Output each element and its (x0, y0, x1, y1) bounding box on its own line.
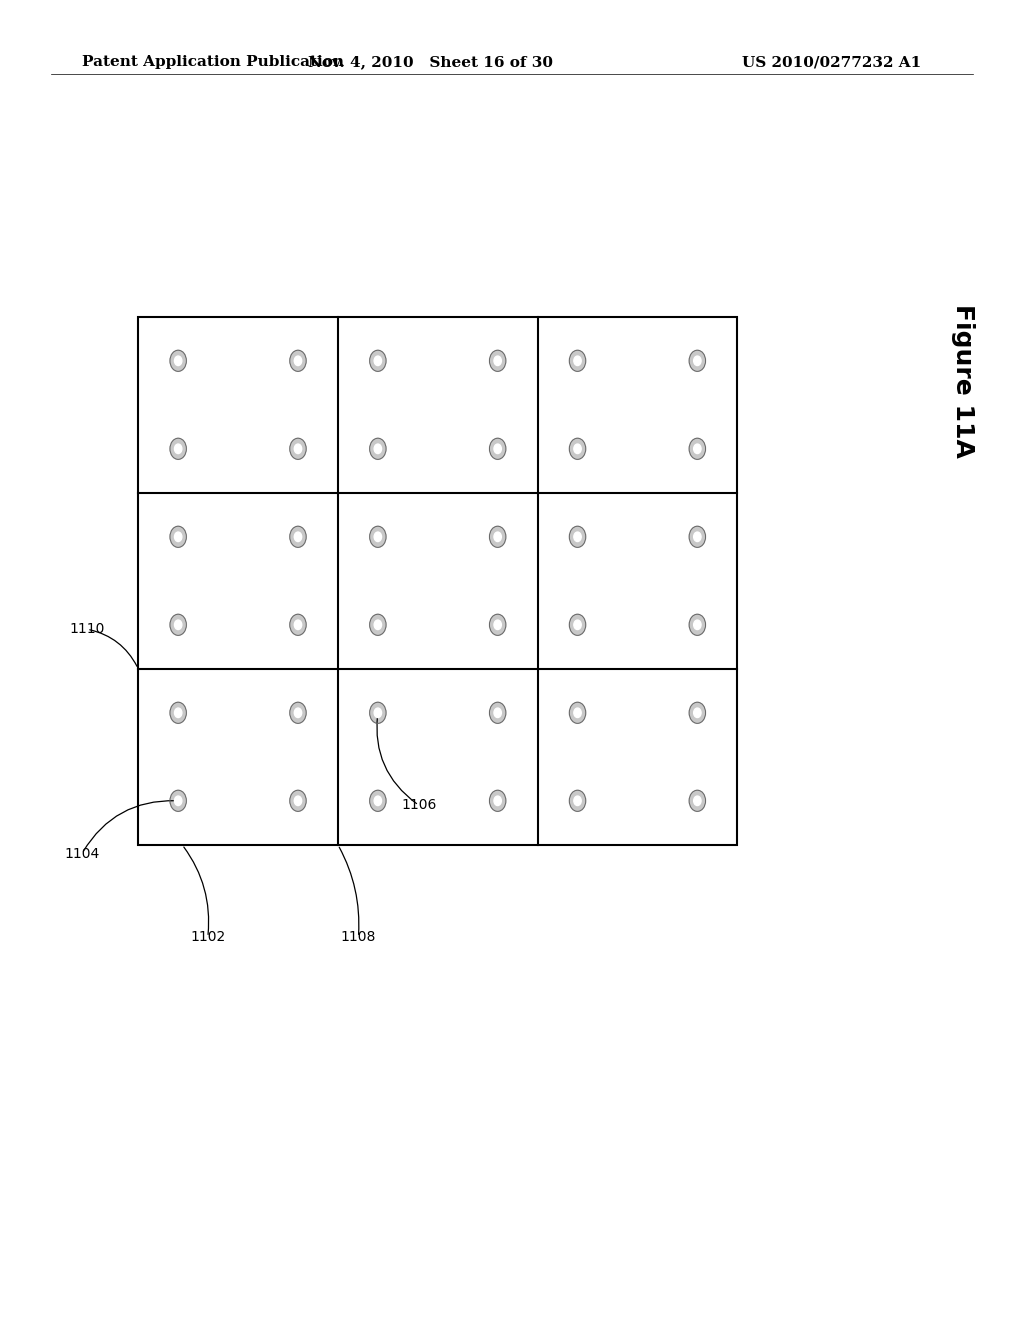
Circle shape (290, 527, 306, 548)
Circle shape (569, 527, 586, 548)
Text: 1102: 1102 (190, 931, 225, 944)
Circle shape (374, 356, 382, 366)
Circle shape (174, 708, 182, 718)
Circle shape (290, 702, 306, 723)
Text: 1106: 1106 (401, 799, 436, 812)
Circle shape (170, 527, 186, 548)
Circle shape (374, 620, 382, 630)
Circle shape (689, 702, 706, 723)
Circle shape (290, 438, 306, 459)
Circle shape (489, 527, 506, 548)
Circle shape (370, 527, 386, 548)
Text: 1110: 1110 (70, 622, 104, 636)
Circle shape (689, 350, 706, 371)
Text: 1108: 1108 (341, 931, 376, 944)
Circle shape (693, 796, 701, 805)
Circle shape (689, 791, 706, 812)
Circle shape (170, 350, 186, 371)
Circle shape (489, 791, 506, 812)
Circle shape (693, 620, 701, 630)
Circle shape (569, 702, 586, 723)
Circle shape (374, 532, 382, 541)
Circle shape (494, 356, 502, 366)
Circle shape (174, 356, 182, 366)
Circle shape (294, 444, 302, 454)
Circle shape (689, 614, 706, 635)
Circle shape (494, 796, 502, 805)
Circle shape (573, 444, 582, 454)
Circle shape (374, 796, 382, 805)
Circle shape (174, 444, 182, 454)
Text: Figure 11A: Figure 11A (950, 304, 975, 458)
Circle shape (494, 444, 502, 454)
Circle shape (290, 614, 306, 635)
Circle shape (170, 702, 186, 723)
Circle shape (290, 791, 306, 812)
Circle shape (573, 796, 582, 805)
Circle shape (569, 614, 586, 635)
Circle shape (290, 350, 306, 371)
Circle shape (374, 708, 382, 718)
Circle shape (294, 356, 302, 366)
Circle shape (489, 614, 506, 635)
Circle shape (370, 614, 386, 635)
Circle shape (569, 350, 586, 371)
Circle shape (370, 702, 386, 723)
Circle shape (170, 438, 186, 459)
Circle shape (294, 796, 302, 805)
Circle shape (294, 708, 302, 718)
Circle shape (693, 356, 701, 366)
Circle shape (569, 438, 586, 459)
Circle shape (573, 708, 582, 718)
Circle shape (489, 702, 506, 723)
Circle shape (489, 350, 506, 371)
Circle shape (693, 708, 701, 718)
Circle shape (370, 350, 386, 371)
Circle shape (689, 527, 706, 548)
Text: 1104: 1104 (65, 846, 99, 861)
Circle shape (689, 438, 706, 459)
Circle shape (170, 614, 186, 635)
Circle shape (370, 438, 386, 459)
Bar (138, 317, 737, 845)
Circle shape (174, 620, 182, 630)
Circle shape (294, 532, 302, 541)
Circle shape (573, 356, 582, 366)
Text: US 2010/0277232 A1: US 2010/0277232 A1 (742, 55, 922, 70)
Circle shape (174, 532, 182, 541)
Circle shape (569, 791, 586, 812)
Circle shape (374, 444, 382, 454)
Circle shape (693, 444, 701, 454)
Text: Patent Application Publication: Patent Application Publication (82, 55, 344, 70)
Circle shape (573, 620, 582, 630)
Circle shape (489, 438, 506, 459)
Circle shape (693, 532, 701, 541)
Circle shape (573, 532, 582, 541)
Circle shape (494, 620, 502, 630)
Circle shape (294, 620, 302, 630)
Circle shape (370, 791, 386, 812)
Circle shape (170, 791, 186, 812)
Circle shape (174, 796, 182, 805)
Text: Nov. 4, 2010   Sheet 16 of 30: Nov. 4, 2010 Sheet 16 of 30 (307, 55, 553, 70)
Circle shape (494, 532, 502, 541)
Circle shape (494, 708, 502, 718)
